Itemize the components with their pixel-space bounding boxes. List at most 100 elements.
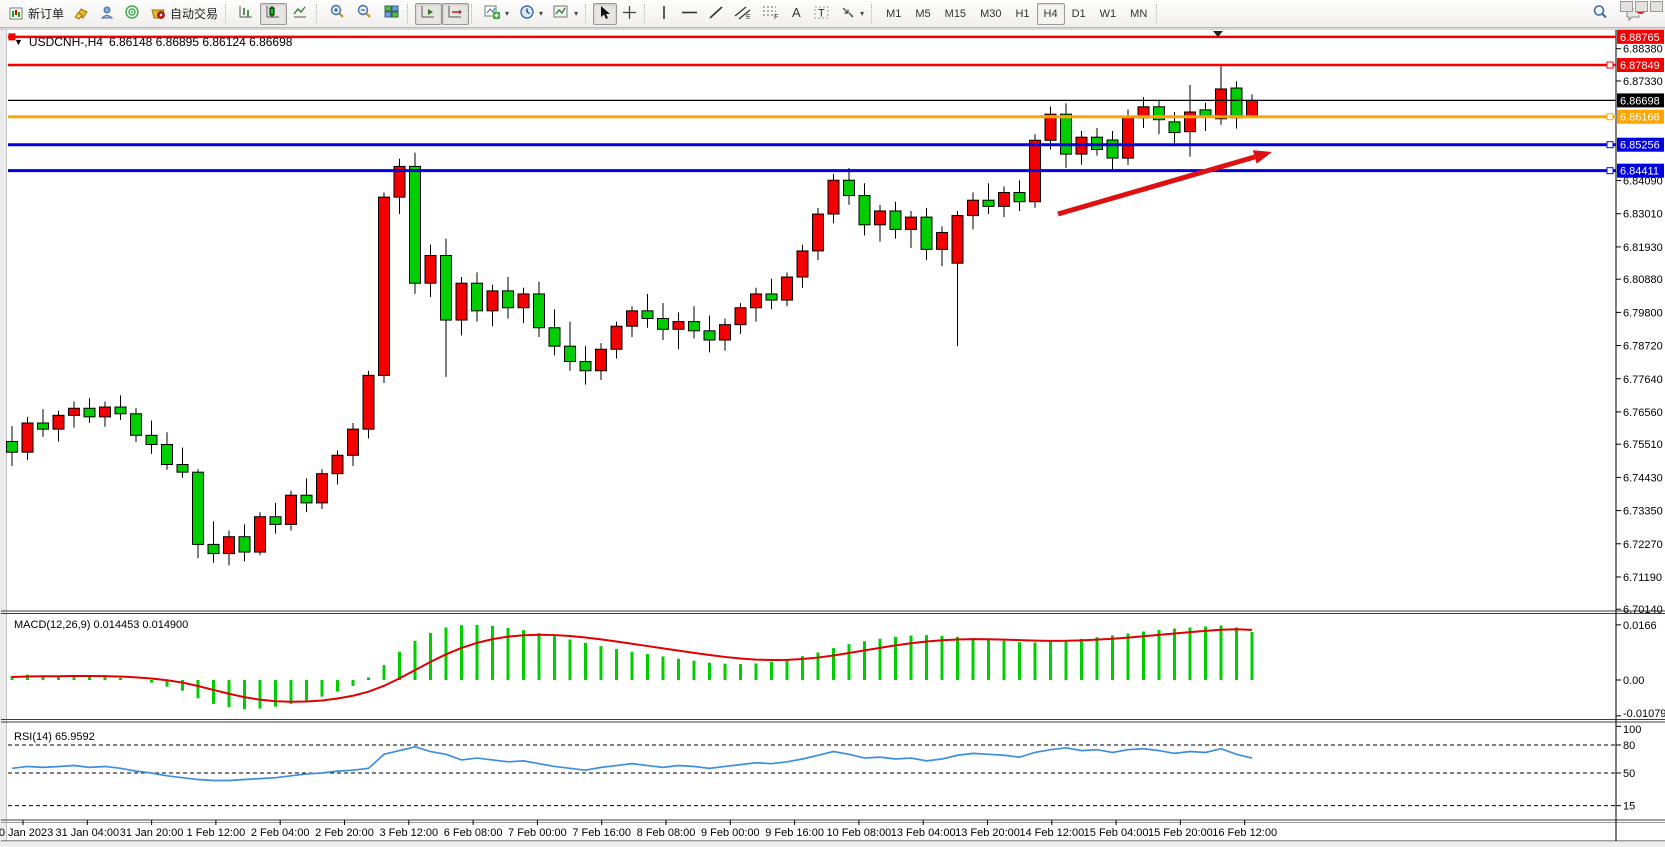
toolbar-separator xyxy=(407,3,413,24)
chart-shift-button[interactable] xyxy=(442,2,470,25)
chart-title: ▼ USDCNH-,H4 6.86148 6.86895 6.86124 6.8… xyxy=(14,35,292,49)
zoom-out-button[interactable] xyxy=(351,3,378,25)
crosshair-icon xyxy=(622,5,637,23)
trendline-tool-button[interactable] xyxy=(703,3,729,25)
auto-scroll-button[interactable] xyxy=(415,2,443,25)
trend-arrow[interactable] xyxy=(1057,154,1256,217)
window-controls xyxy=(1620,1,1663,12)
bull-candle xyxy=(1215,88,1227,120)
price-tick-label: 6.74430 xyxy=(1623,472,1663,484)
new-order-label: 新订单 xyxy=(28,7,65,21)
timeframe-d1-button[interactable]: D1 xyxy=(1071,7,1086,20)
time-axis-label: 9 Feb 00:00 xyxy=(701,827,760,839)
time-axis-label: 7 Feb 16:00 xyxy=(572,827,631,839)
line-handle[interactable] xyxy=(8,33,16,41)
signal-icon xyxy=(125,4,140,23)
search-button[interactable] xyxy=(1587,3,1614,25)
bull-candle xyxy=(998,192,1010,207)
arrows-tool-button[interactable]: ▾ xyxy=(835,3,869,25)
bear-candle xyxy=(564,345,576,363)
timeframe-h4-button[interactable]: H4 xyxy=(1036,2,1065,25)
timeframe-mn-button[interactable]: MN xyxy=(1130,7,1148,20)
svg-text:E: E xyxy=(746,14,751,20)
bear-candle xyxy=(579,361,592,372)
horizontal-line-tool-button[interactable] xyxy=(676,3,703,25)
vertical-line-icon xyxy=(659,5,669,23)
timeframe-m1-button[interactable]: M1 xyxy=(886,7,902,20)
restore-button[interactable] xyxy=(1635,1,1648,12)
line-handle[interactable] xyxy=(1606,113,1614,121)
tile-windows-button[interactable] xyxy=(378,3,405,25)
channel-tool-button[interactable]: E xyxy=(729,3,757,25)
macd-label: MACD(12,26,9) 0.014453 0.014900 xyxy=(14,619,188,631)
bear-candle xyxy=(765,293,778,301)
auto-trading-button[interactable]: 自动交易 xyxy=(145,3,223,25)
line-handle[interactable] xyxy=(1606,61,1614,69)
bear-candle xyxy=(238,536,251,553)
rsi-panel[interactable]: 100 80 50 15 RSI(14) 65.9592 xyxy=(8,724,1641,813)
accounts-button[interactable] xyxy=(95,3,120,25)
bull-candle xyxy=(1044,113,1057,141)
price-axis[interactable]: 6.88765 6.87849 6.86698 6.86166 6.85256 6.844… xyxy=(1616,29,1664,616)
period-button[interactable]: ▾ xyxy=(514,3,548,25)
price-badge xyxy=(1617,137,1664,152)
time-axis-label: 13 Feb 20:00 xyxy=(955,827,1020,839)
minimize-button[interactable] xyxy=(1620,1,1633,12)
price-tick-label: 6.77640 xyxy=(1623,374,1663,386)
zoom-in-button[interactable] xyxy=(324,3,351,25)
bull-candle xyxy=(1246,99,1258,118)
cursor-tool-button[interactable] xyxy=(593,2,618,25)
new-chart-button[interactable]: ▾ xyxy=(479,3,514,25)
bull-candle xyxy=(347,428,359,456)
auto-scroll-icon xyxy=(420,4,437,23)
market-watch-button[interactable] xyxy=(69,3,95,25)
timeframe-m5-button[interactable]: M5 xyxy=(915,7,931,20)
bear-candle xyxy=(37,422,49,430)
macd-scale-label: 0.0166 xyxy=(1623,620,1657,632)
timeframe-m30-button[interactable]: M30 xyxy=(980,7,1002,20)
vertical-line-tool-button[interactable] xyxy=(652,3,676,25)
timeframe-m15-button[interactable]: M15 xyxy=(944,7,967,20)
chart-shift-marker-icon[interactable] xyxy=(1213,31,1223,37)
price-tick-label: 6.71190 xyxy=(1623,572,1662,584)
new-order-button[interactable]: 新订单 xyxy=(4,3,69,25)
price-badge xyxy=(1617,163,1664,178)
trend-arrow-head[interactable] xyxy=(1252,150,1272,164)
collapse-triangle-icon[interactable]: ▼ xyxy=(14,37,23,47)
price-tick-label: 6.80880 xyxy=(1623,274,1663,286)
crosshair-tool-button[interactable] xyxy=(617,3,642,25)
bear-candle xyxy=(176,463,189,473)
bull-candle xyxy=(719,324,731,341)
bull-candle xyxy=(393,165,406,198)
close-button[interactable] xyxy=(1650,1,1663,12)
rsi-scale-label: 15 xyxy=(1623,801,1635,813)
toolbar-separator xyxy=(1156,3,1162,24)
line-chart-button[interactable] xyxy=(287,3,314,25)
dropdown-caret-icon: ▾ xyxy=(860,9,865,18)
macd-panel[interactable]: MACD(12,26,9) 0.014453 0.014900 0.0166 0.0… xyxy=(10,619,1665,720)
price-tick-label: 6.72270 xyxy=(1623,539,1663,551)
timeframe-h1-button[interactable]: H1 xyxy=(1015,7,1030,20)
bull-candle xyxy=(936,231,948,250)
new-chart-icon xyxy=(484,4,501,23)
bull-candle xyxy=(424,255,437,284)
time-axis-label: 9 Feb 16:00 xyxy=(765,827,824,839)
text-tool-button[interactable]: A xyxy=(785,3,809,25)
text-label-tool-button[interactable]: T xyxy=(809,3,835,25)
candlestick-chart-button[interactable] xyxy=(260,2,288,25)
signals-button[interactable] xyxy=(120,3,145,25)
price-tick-label: 6.78720 xyxy=(1623,341,1663,353)
bar-chart-button[interactable] xyxy=(233,3,260,25)
line-handle[interactable] xyxy=(1606,141,1614,149)
bull-candle xyxy=(285,494,297,525)
price-badge-label: 6.85256 xyxy=(1620,140,1660,152)
accounts-icon xyxy=(100,5,115,23)
template-button[interactable]: ▾ xyxy=(548,3,583,25)
bear-candle xyxy=(502,290,514,309)
timeframe-w1-button[interactable]: W1 xyxy=(1099,7,1117,20)
price-tick-label: 6.76560 xyxy=(1623,407,1663,419)
line-handle[interactable] xyxy=(1606,167,1614,175)
fibonacci-tool-button[interactable]: F xyxy=(757,3,785,25)
